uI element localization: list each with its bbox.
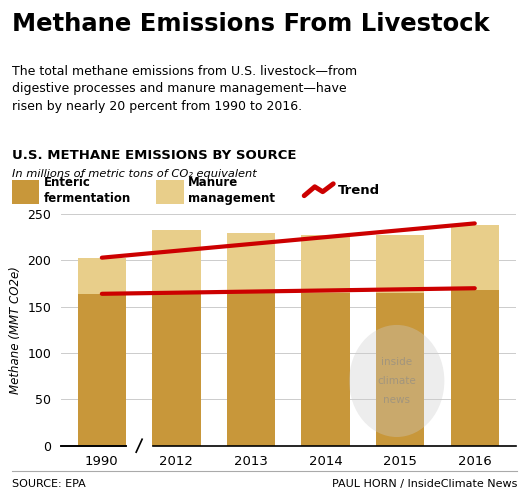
Text: Methane Emissions From Livestock: Methane Emissions From Livestock [12, 12, 489, 36]
Text: U.S. METHANE EMISSIONS BY SOURCE: U.S. METHANE EMISSIONS BY SOURCE [12, 149, 296, 162]
Text: SOURCE: EPA: SOURCE: EPA [12, 479, 85, 489]
Circle shape [349, 325, 444, 437]
Bar [227, 293, 275, 446]
Bar [152, 293, 200, 446]
Y-axis label: Methane (MMT CO2e): Methane (MMT CO2e) [8, 266, 22, 394]
Text: Trend: Trend [338, 184, 380, 197]
Text: Enteric
fermentation: Enteric fermentation [43, 176, 131, 205]
Bar [451, 290, 499, 446]
Text: news: news [383, 394, 411, 405]
Bar [78, 257, 126, 294]
Bar [376, 293, 424, 446]
Bar [227, 233, 275, 293]
Bar [376, 236, 424, 293]
Bar [451, 225, 499, 290]
Bar [78, 294, 126, 446]
Text: inside: inside [381, 357, 412, 368]
Bar [152, 230, 200, 293]
Text: PAUL HORN / InsideClimate News: PAUL HORN / InsideClimate News [332, 479, 517, 489]
Text: Manure
management: Manure management [188, 176, 275, 205]
Bar [302, 235, 350, 293]
Text: climate: climate [377, 376, 416, 386]
Bar [302, 293, 350, 446]
Text: In millions of metric tons of CO₂ equivalent: In millions of metric tons of CO₂ equiva… [12, 169, 257, 179]
Text: The total methane emissions from U.S. livestock—from
digestive processes and man: The total methane emissions from U.S. li… [12, 65, 357, 113]
